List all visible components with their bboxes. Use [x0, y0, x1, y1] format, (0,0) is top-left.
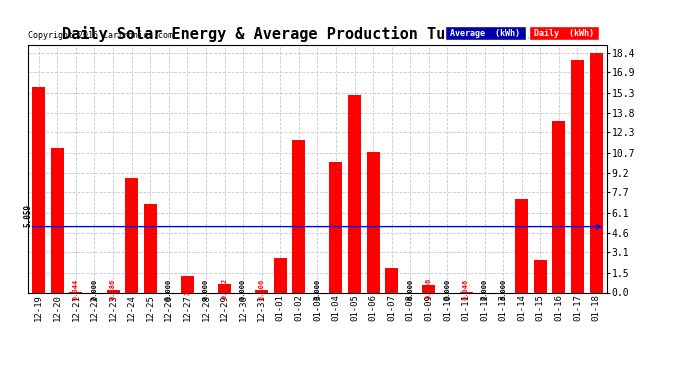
Bar	[571, 60, 584, 292]
Text: 17.852: 17.852	[575, 264, 580, 290]
Text: 13.128: 13.128	[556, 264, 562, 290]
Text: 0.000: 0.000	[444, 279, 451, 300]
Text: 18.410: 18.410	[593, 264, 599, 290]
Text: 0.000: 0.000	[407, 279, 413, 300]
Text: 0.000: 0.000	[203, 279, 209, 300]
Bar	[106, 290, 119, 292]
Text: 2.518: 2.518	[538, 266, 543, 288]
Text: 10.024: 10.024	[333, 264, 339, 290]
Bar	[589, 53, 602, 292]
Text: 0.000: 0.000	[500, 279, 506, 300]
Text: 0.000: 0.000	[482, 279, 488, 300]
Text: Copyright 2016 Cartronics.com: Copyright 2016 Cartronics.com	[28, 31, 172, 40]
Text: 0.206: 0.206	[259, 279, 265, 300]
Text: 0.000: 0.000	[166, 279, 172, 300]
Text: 1.294: 1.294	[184, 273, 190, 295]
Text: Daily  (kWh): Daily (kWh)	[534, 29, 593, 38]
Text: 8.810: 8.810	[128, 266, 135, 288]
Bar	[348, 95, 361, 292]
Text: 15.176: 15.176	[351, 264, 357, 290]
Title: Daily Solar Energy & Average Production Tue Jan 19 16:51: Daily Solar Energy & Average Production …	[62, 27, 573, 42]
Text: 0.000: 0.000	[92, 279, 97, 300]
Bar	[218, 284, 231, 292]
Text: 11.722: 11.722	[296, 264, 302, 290]
Text: 6.770: 6.770	[147, 266, 153, 288]
Bar	[366, 152, 380, 292]
Text: 0.566: 0.566	[426, 278, 432, 300]
FancyBboxPatch shape	[529, 26, 598, 40]
Bar	[330, 162, 342, 292]
Text: 0.046: 0.046	[463, 279, 469, 300]
Bar	[515, 199, 529, 292]
Text: 11.122: 11.122	[55, 264, 60, 290]
Bar	[534, 260, 546, 292]
Text: 1.874: 1.874	[388, 270, 395, 291]
Text: 0.186: 0.186	[110, 279, 116, 300]
Text: Average  (kWh): Average (kWh)	[451, 29, 520, 38]
Bar	[553, 122, 565, 292]
Bar	[181, 276, 194, 292]
Bar	[144, 204, 157, 292]
Bar	[385, 268, 398, 292]
Text: 0.652: 0.652	[221, 278, 228, 299]
Text: 2.660: 2.660	[277, 266, 284, 288]
Bar	[293, 140, 305, 292]
Bar	[255, 290, 268, 292]
Bar	[422, 285, 435, 292]
Bar	[274, 258, 287, 292]
FancyBboxPatch shape	[445, 26, 526, 40]
Text: 0.000: 0.000	[240, 279, 246, 300]
Text: 7.196: 7.196	[519, 266, 525, 288]
Text: 0.044: 0.044	[73, 279, 79, 300]
Bar	[32, 87, 46, 292]
Text: 10.802: 10.802	[370, 264, 376, 290]
Bar	[51, 148, 63, 292]
Text: 5.059: 5.059	[23, 204, 32, 226]
Bar	[125, 178, 138, 292]
Text: 0.000: 0.000	[315, 279, 320, 300]
Text: 15.790: 15.790	[36, 264, 42, 290]
